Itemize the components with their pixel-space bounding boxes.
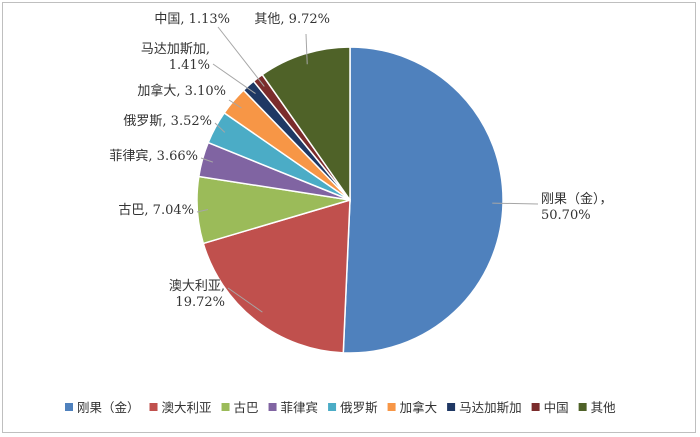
legend-item-7: 马达加斯加	[447, 400, 522, 415]
pie-slice-1	[342, 46, 504, 354]
legend-item-9: 其他	[578, 400, 617, 415]
leader-line-1	[492, 202, 539, 205]
pie-slice-2	[202, 198, 351, 354]
leader-lines	[196, 26, 539, 313]
data-label-2: 澳大利亚, 19.72%	[169, 278, 225, 310]
legend-label: 澳大利亚	[162, 400, 212, 415]
leader-line-2	[227, 287, 263, 313]
leader-line-5	[214, 122, 226, 133]
legend-swatch	[387, 403, 396, 411]
legend-item-8: 中国	[531, 400, 569, 415]
legend-label: 中国	[544, 400, 569, 415]
legend-label: 菲律宾	[281, 400, 319, 415]
legend-item-6: 加拿大	[387, 400, 438, 415]
data-label-4: 菲律宾, 3.66%	[109, 148, 198, 164]
legend-swatch	[531, 403, 540, 411]
legend-label: 刚果（金）	[77, 400, 140, 415]
pie-slice-9	[261, 46, 351, 203]
legend-item-1: 刚果（金）	[65, 400, 140, 415]
data-label-7: 马达加斯加, 1.41%	[141, 42, 210, 73]
legend: 刚果（金） 澳大利亚 古巴 菲律宾 俄罗斯 加拿大 马达加斯加 中国 其他	[65, 400, 616, 415]
legend-label: 马达加斯加	[459, 400, 522, 415]
legend-swatch	[149, 403, 158, 411]
legend-label: 俄罗斯	[340, 400, 378, 415]
pie-slices	[196, 46, 504, 354]
legend-item-4: 菲律宾	[268, 400, 319, 415]
legend-label: 其他	[591, 400, 617, 415]
leader-line-6	[228, 99, 242, 109]
legend-swatch	[447, 403, 456, 411]
data-label-9: 其他, 9.72%	[254, 12, 330, 27]
legend-item-5: 俄罗斯	[328, 400, 378, 415]
leader-line-7	[212, 63, 256, 95]
legend-swatch	[578, 403, 587, 411]
data-label-1: 刚果（金）， 50.70%	[541, 191, 613, 223]
legend-swatch	[268, 403, 277, 411]
legend-swatch	[221, 403, 230, 411]
legend-item-2: 澳大利亚	[149, 400, 212, 415]
leader-line-9	[305, 33, 308, 65]
legend-swatch	[328, 403, 337, 411]
legend-label: 加拿大	[400, 400, 438, 415]
data-label-8: 中国, 1.13%	[154, 12, 230, 27]
leader-line-3	[196, 208, 209, 213]
legend-swatch	[65, 403, 73, 411]
data-labels: 刚果（金）， 50.70% 澳大利亚, 19.72% 古巴, 7.04% 菲律宾, 3.6…	[109, 12, 612, 310]
leader-line-4	[200, 157, 214, 163]
legend-label: 古巴	[234, 400, 259, 415]
leader-line-8	[217, 26, 265, 87]
data-label-3: 古巴, 7.04%	[118, 203, 194, 218]
data-label-5: 俄罗斯, 3.52%	[123, 114, 212, 129]
legend-item-3: 古巴	[221, 400, 259, 415]
data-label-6: 加拿大, 3.10%	[137, 83, 226, 99]
